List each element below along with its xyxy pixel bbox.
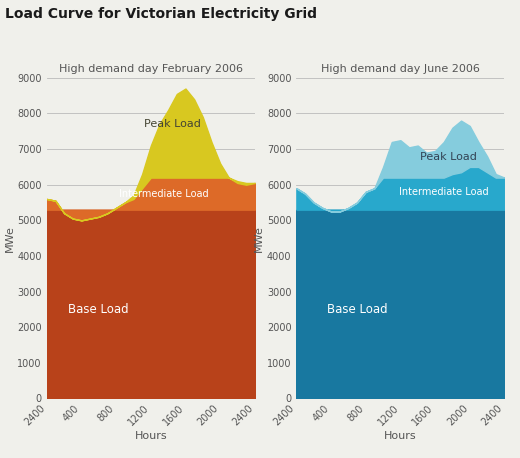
Text: Load Curve for Victorian Electricity Grid: Load Curve for Victorian Electricity Gri… <box>5 7 317 21</box>
Text: Base Load: Base Load <box>69 303 129 316</box>
X-axis label: Hours: Hours <box>135 431 167 441</box>
Text: Intermediate Load: Intermediate Load <box>399 187 489 197</box>
Text: Intermediate Load: Intermediate Load <box>119 189 209 199</box>
Text: Peak Load: Peak Load <box>144 119 201 129</box>
Title: High demand day February 2006: High demand day February 2006 <box>59 64 243 74</box>
Text: Peak Load: Peak Load <box>420 152 476 162</box>
Y-axis label: MWe: MWe <box>5 225 15 251</box>
Y-axis label: MWe: MWe <box>254 225 264 251</box>
Text: Base Load: Base Load <box>327 303 387 316</box>
X-axis label: Hours: Hours <box>384 431 417 441</box>
Title: High demand day June 2006: High demand day June 2006 <box>321 64 480 74</box>
